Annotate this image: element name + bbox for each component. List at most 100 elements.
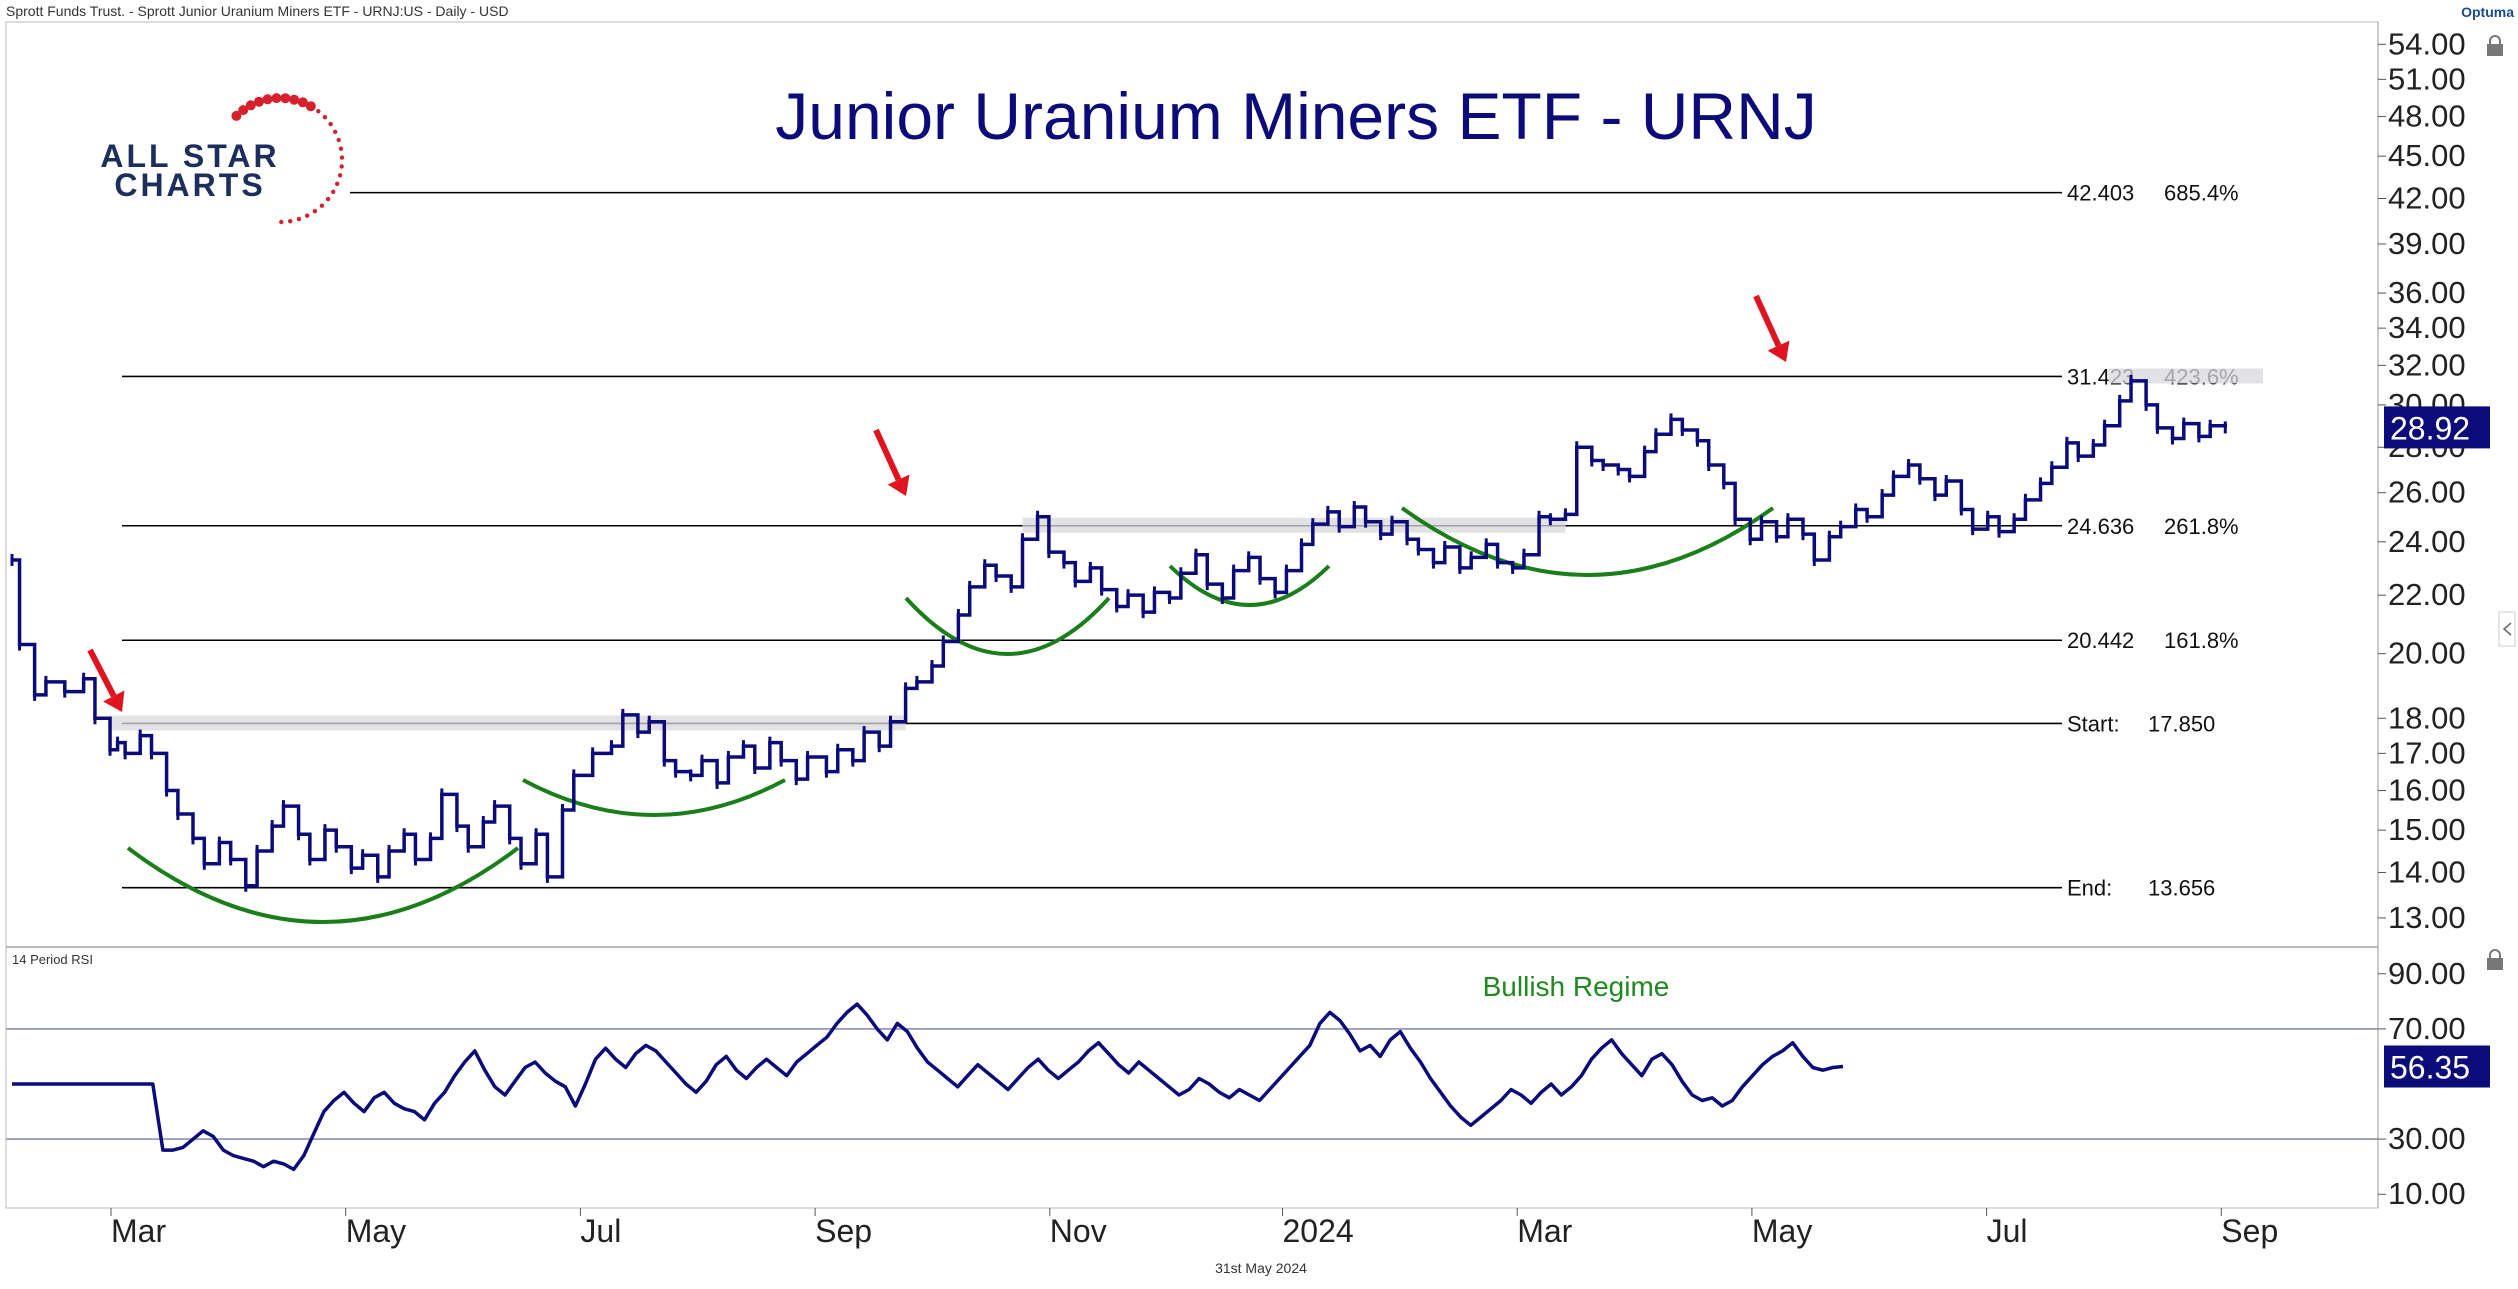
logo-star <box>339 155 345 160</box>
logo-star <box>325 196 331 202</box>
arrow-head <box>887 474 910 496</box>
logo-star <box>245 100 256 111</box>
resistance-arrow <box>1753 294 1782 347</box>
y-tick-label: 48.00 <box>2388 99 2466 134</box>
logo-star <box>296 216 302 222</box>
last-price-box <box>2384 406 2490 449</box>
price-series <box>10 374 2228 892</box>
arrow-head <box>1767 340 1790 362</box>
y-tick-label: 51.00 <box>2388 61 2466 96</box>
x-tick-label: May <box>1752 1213 1812 1249</box>
y-tick-label: 32.00 <box>2388 347 2466 382</box>
level-label: 42.403 <box>2067 181 2134 206</box>
logo-star <box>335 181 340 186</box>
rsi-line <box>12 1002 1844 1172</box>
logo-star <box>254 96 264 107</box>
y-tick-label: 39.00 <box>2388 226 2466 261</box>
logo-stars-icon <box>231 93 345 225</box>
level-pct: 261.8% <box>2164 514 2239 539</box>
base-arc <box>1168 564 1331 607</box>
y-tick-label: 34.00 <box>2388 310 2466 345</box>
y-tick-label: 26.00 <box>2388 475 2466 510</box>
x-tick-label: 2024 <box>1283 1213 1354 1249</box>
x-tick-label: Mar <box>111 1213 166 1249</box>
level-label: Start: <box>2067 711 2120 736</box>
y-tick-label: 17.00 <box>2388 735 2466 770</box>
rsi-tick-label: 90.00 <box>2388 956 2466 991</box>
y-tick-label: 36.00 <box>2388 275 2466 310</box>
logo-line2: CHARTS <box>114 167 265 203</box>
x-tick-label: May <box>346 1213 406 1249</box>
base-arcs <box>126 506 1775 924</box>
level-label: End: <box>2067 876 2112 901</box>
rsi-annotation: Bullish Regime <box>1483 971 1670 1002</box>
y-tick-label: 45.00 <box>2388 138 2466 173</box>
logo-star <box>312 209 318 214</box>
level-label: 20.442 <box>2067 628 2134 653</box>
logo-star <box>336 137 341 143</box>
resistance-arrow <box>873 428 902 481</box>
resistance-arrows <box>87 294 1790 712</box>
y-tick-label: 15.00 <box>2388 812 2466 847</box>
logo-star <box>279 219 284 225</box>
x-tick-label: Nov <box>1050 1213 1107 1249</box>
resistance-zone <box>110 715 906 731</box>
x-tick-label: Sep <box>815 1213 872 1249</box>
instrument-title: Sprott Funds Trust. - Sprott Junior Uran… <box>6 3 509 19</box>
logo-star <box>262 94 273 105</box>
last-rsi-label: 56.35 <box>2390 1050 2470 1086</box>
x-tick-label: Jul <box>1987 1213 2028 1249</box>
x-tick-label: Jul <box>580 1213 621 1249</box>
level-pct: 17.850 <box>2148 711 2215 736</box>
logo-star <box>319 203 325 208</box>
base-arc <box>522 778 786 817</box>
plot-border <box>5 21 2379 1209</box>
level-label: 24.636 <box>2067 514 2134 539</box>
rsi-tick-label: 30.00 <box>2388 1121 2466 1156</box>
level-lines: 42.403685.4%31.423423.6%24.636261.8%20.4… <box>122 181 2239 901</box>
lock-icon[interactable] <box>2487 949 2503 970</box>
arrow-head <box>103 690 125 712</box>
y-tick-label: 16.00 <box>2388 773 2466 808</box>
y-tick-label: 20.00 <box>2388 636 2466 671</box>
rsi-series <box>6 1002 2378 1172</box>
y-tick-label: 54.00 <box>2388 26 2466 61</box>
rsi-tick-label: 70.00 <box>2388 1011 2466 1046</box>
logo-star <box>316 109 321 114</box>
logo-star <box>289 94 300 105</box>
logo-star <box>288 219 293 224</box>
base-arc <box>126 846 520 924</box>
last-price-label: 28.92 <box>2390 410 2470 446</box>
logo-star <box>331 189 336 194</box>
logo-star <box>339 164 344 169</box>
y-tick-label: 42.00 <box>2388 180 2466 215</box>
resistance-arrow <box>87 648 117 698</box>
last-rsi-box <box>2384 1045 2490 1088</box>
x-tick-label: Mar <box>1517 1213 1572 1249</box>
brand-name: Optuma <box>2461 4 2514 20</box>
logo-star <box>238 105 249 116</box>
y-tick-label: 13.00 <box>2388 900 2466 935</box>
logo-star <box>305 213 310 218</box>
level-pct: 161.8% <box>2164 628 2239 653</box>
rsi-title: 14 Period RSI <box>12 952 93 967</box>
logo-star <box>231 110 242 121</box>
chart-frame <box>5 21 2379 1209</box>
level-pct: 685.4% <box>2164 181 2239 206</box>
collapse-panel-icon[interactable] <box>2498 611 2516 647</box>
lock-icon[interactable] <box>2487 35 2503 56</box>
level-pct: 13.656 <box>2148 876 2215 901</box>
base-arc <box>1400 506 1775 577</box>
base-arc <box>904 596 1111 656</box>
x-axis: Mar May Jul Sep Nov 2024 Mar May Jul Sep <box>110 1208 2278 1249</box>
y-tick-label: 14.00 <box>2388 854 2466 889</box>
logo-star <box>280 93 291 104</box>
x-tick-label: Sep <box>2221 1213 2278 1249</box>
y-tick-label: 22.00 <box>2388 577 2466 612</box>
logo-star <box>337 173 343 178</box>
logo-star <box>305 101 316 112</box>
price-line <box>12 379 2228 888</box>
